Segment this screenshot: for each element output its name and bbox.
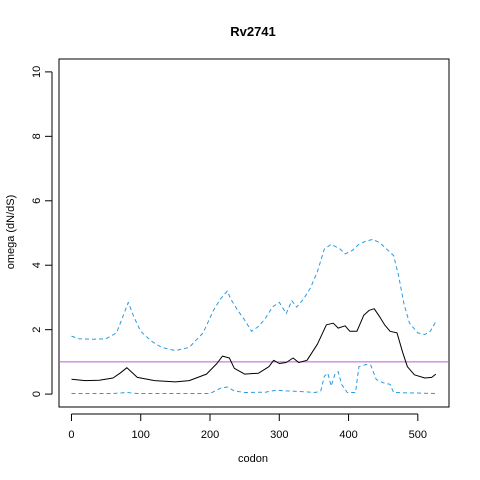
y-tick-label: 6	[31, 198, 43, 204]
x-tick-label: 400	[339, 429, 357, 441]
plot-area: 0 100 200 300 400 500 0 2 4 6 8 10	[31, 58, 450, 441]
x-axis-label: codon	[238, 453, 268, 465]
x-tick-label: 100	[132, 429, 150, 441]
y-tick-label: 4	[31, 262, 43, 268]
x-tick-label: 200	[201, 429, 219, 441]
plot-frame	[58, 58, 450, 408]
y-tick-label: 8	[31, 133, 43, 139]
series-line-median	[71, 308, 437, 383]
x-tick-label: 0	[68, 429, 74, 441]
chart-title: Rv2741	[230, 24, 276, 39]
y-tick-label: 0	[31, 391, 43, 397]
series-line-lower-bound	[71, 364, 436, 394]
x-tick-label: 500	[409, 429, 427, 441]
series-line-upper-bound	[71, 238, 437, 352]
y-tick-label: 2	[31, 327, 43, 333]
y-axis-label: omega (dN/dS)	[5, 195, 17, 270]
y-tick-label: 10	[31, 66, 43, 78]
x-tick-label: 300	[270, 429, 288, 441]
